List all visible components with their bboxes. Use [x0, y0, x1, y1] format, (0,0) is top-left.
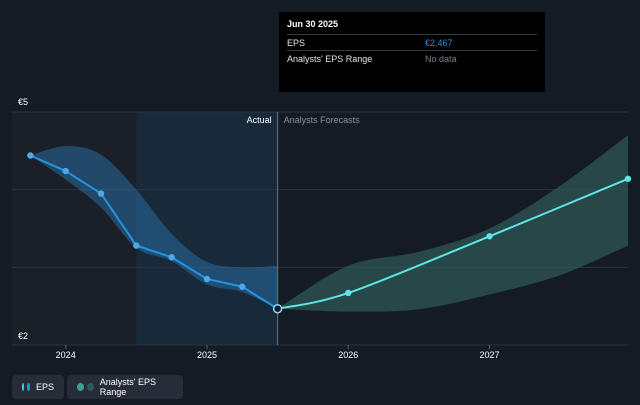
- legend-item-eps-range[interactable]: Analysts' EPS Range: [67, 375, 183, 399]
- eps-legend-icon-2: [27, 383, 30, 391]
- tooltip-range-value: No data: [425, 54, 457, 64]
- actual-region: [136, 112, 278, 345]
- tooltip-eps-label: EPS: [287, 38, 306, 48]
- legend-eps-label: EPS: [35, 382, 54, 392]
- series-1-point-2[interactable]: [486, 233, 493, 240]
- x-tick-label-3: 2027: [480, 350, 500, 360]
- series-0-point-3[interactable]: [133, 242, 140, 249]
- y-axis-labels: €5 €2: [18, 97, 28, 341]
- tooltip-row-range: Analysts' EPS Range No data: [287, 50, 537, 66]
- x-tick-label-1: 2025: [197, 350, 217, 360]
- series-0-point-2[interactable]: [97, 190, 105, 197]
- x-tick-label-2: 2026: [338, 350, 358, 360]
- actual-annotation: Actual: [247, 115, 272, 125]
- legend-eps-range-label: Analysts' EPS Range: [99, 377, 156, 397]
- x-axis-ticks: 2024 2025 2026 2027: [56, 345, 500, 360]
- highlight-point[interactable]: [272, 303, 283, 314]
- eps-legend-icon: [22, 383, 25, 391]
- eps-range-legend-icon: [77, 383, 84, 391]
- tooltip-eps-value: €2.467: [425, 38, 453, 48]
- series-line-0: [29, 154, 279, 310]
- eps-range-legend-icon-2: [86, 383, 94, 391]
- tooltip-title: Jun 30 2025: [287, 19, 339, 29]
- series-layer: [27, 152, 632, 314]
- series-0-point-4[interactable]: [168, 254, 175, 261]
- past-region: [12, 112, 137, 345]
- tooltip-range-label: Analysts' EPS Range: [287, 54, 373, 64]
- series-1-point-1[interactable]: [345, 289, 352, 297]
- series-0-point-0[interactable]: [27, 152, 34, 159]
- series-line-1: [277, 177, 629, 310]
- tooltip-row-eps: EPS €2.467: [287, 34, 537, 50]
- tooltip: Jun 30 2025 EPS €2.467 Analysts' EPS Ran…: [279, 12, 545, 92]
- forecast-eps-range-band: [277, 135, 628, 312]
- series-0-point-6[interactable]: [239, 283, 246, 290]
- series-0-point-1[interactable]: [62, 167, 69, 175]
- series-0-point-5[interactable]: [203, 275, 211, 283]
- series-1-point-3[interactable]: [624, 175, 632, 182]
- forecast-annotation: Analysts Forecasts: [284, 115, 361, 125]
- legend-item-eps[interactable]: EPS: [12, 375, 64, 399]
- y-label-top: €5: [18, 97, 28, 107]
- x-tick-label-0: 2024: [56, 350, 76, 360]
- y-label-bottom: €2: [18, 331, 28, 341]
